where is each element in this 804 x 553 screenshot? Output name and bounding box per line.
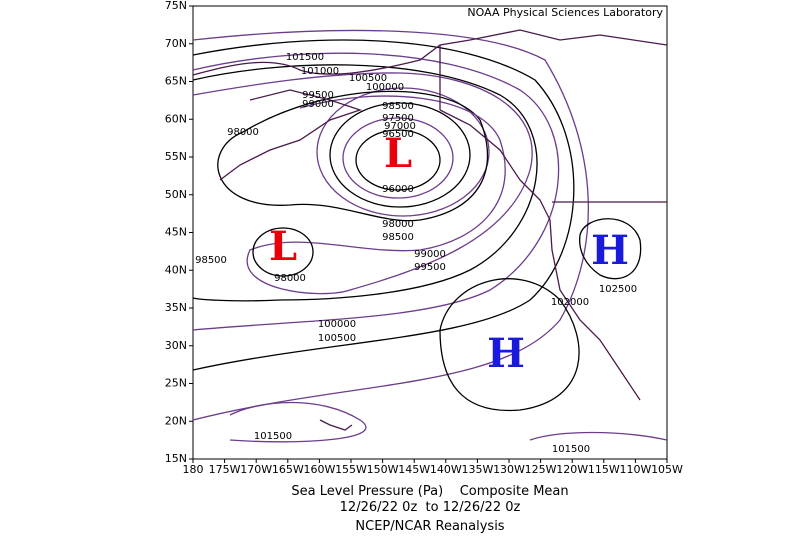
lat-tick-label: 75N: [165, 0, 187, 12]
contour-label: 101500: [552, 444, 590, 455]
contour-label: 99500: [414, 262, 446, 273]
lat-tick-label: 30N: [165, 339, 187, 352]
lon-tick-label: 105W: [651, 463, 683, 476]
low-center: L: [269, 223, 297, 270]
contour-label: 101500: [286, 52, 324, 63]
lat-tick-label: 70N: [165, 37, 187, 50]
coastlines: [192, 29, 668, 431]
low-center: L: [384, 130, 412, 177]
contour-label: 100000: [318, 319, 356, 330]
high-center: H: [591, 227, 629, 274]
lon-tick-label: 110W: [619, 463, 651, 476]
contour-label: 100500: [349, 73, 387, 84]
contour-label: 99500: [302, 90, 334, 101]
lat-tick-label: 35N: [165, 301, 187, 314]
lat-tick-label: 55N: [165, 150, 187, 163]
contour-labels: 101500 101000 100500 100000 99500 99000 …: [195, 52, 637, 455]
lon-tick-label: 130W: [493, 463, 525, 476]
lat-tick-label: 15N: [165, 452, 187, 465]
lat-tick-label: 20N: [165, 414, 187, 427]
contour-label: 101000: [301, 66, 339, 77]
lon-tick-label: 140W: [430, 463, 462, 476]
contour-label: 97000: [384, 121, 416, 132]
lon-tick-label: 175W: [209, 463, 241, 476]
lat-tick-label: 65N: [165, 75, 187, 88]
contour-label: 98500: [195, 255, 227, 266]
lon-tick-label: 155W: [335, 463, 367, 476]
lat-tick-label: 50N: [165, 188, 187, 201]
lat-tick-label: 60N: [165, 112, 187, 125]
high-center: H: [487, 330, 525, 377]
contour-label: 99000: [414, 249, 446, 260]
contour-label: 102000: [551, 297, 589, 308]
lon-tick-label: 135W: [461, 463, 493, 476]
caption-line: 12/26/22 0z to 12/26/22 0z: [340, 500, 521, 515]
contour-label: 96500: [382, 129, 414, 140]
contour-label: 96000: [382, 184, 414, 195]
lon-tick-label: 180: [183, 463, 204, 476]
lon-tick-label: 145W: [398, 463, 430, 476]
lon-tick-label: 150W: [367, 463, 399, 476]
caption-line: Sea Level Pressure (Pa) Composite Mean: [291, 484, 568, 499]
lon-tick-label: 160W: [303, 463, 335, 476]
contours: [192, 29, 668, 443]
pressure-centers: L L H H: [269, 130, 629, 377]
contour-label: 102500: [599, 284, 637, 295]
lat-tick-label: 25N: [165, 377, 187, 390]
lon-tick-label: 120W: [556, 463, 588, 476]
lon-tick-label: 115W: [588, 463, 620, 476]
contour-label: 98500: [382, 232, 414, 243]
credit: NOAA Physical Sciences Laboratory: [467, 6, 663, 19]
contour-label: 98000: [382, 219, 414, 230]
contour-label: 98500: [382, 101, 414, 112]
lon-tick-label: 165W: [272, 463, 304, 476]
contour-label: 97500: [382, 113, 414, 124]
contour-label: 101500: [254, 431, 292, 442]
contour-label: 100000: [366, 82, 404, 93]
contour-label: 98000: [274, 273, 306, 284]
map-frame: [192, 5, 668, 460]
contour-label: 100500: [318, 333, 356, 344]
lon-tick-label: 125W: [525, 463, 557, 476]
lat-tick-label: 40N: [165, 263, 187, 276]
lon-tick-label: 170W: [240, 463, 272, 476]
contour-label: 98000: [227, 127, 259, 138]
contour-label: 99000: [302, 99, 334, 110]
caption-line: NCEP/NCAR Reanalysis: [355, 519, 504, 534]
lat-tick-label: 45N: [165, 226, 187, 239]
